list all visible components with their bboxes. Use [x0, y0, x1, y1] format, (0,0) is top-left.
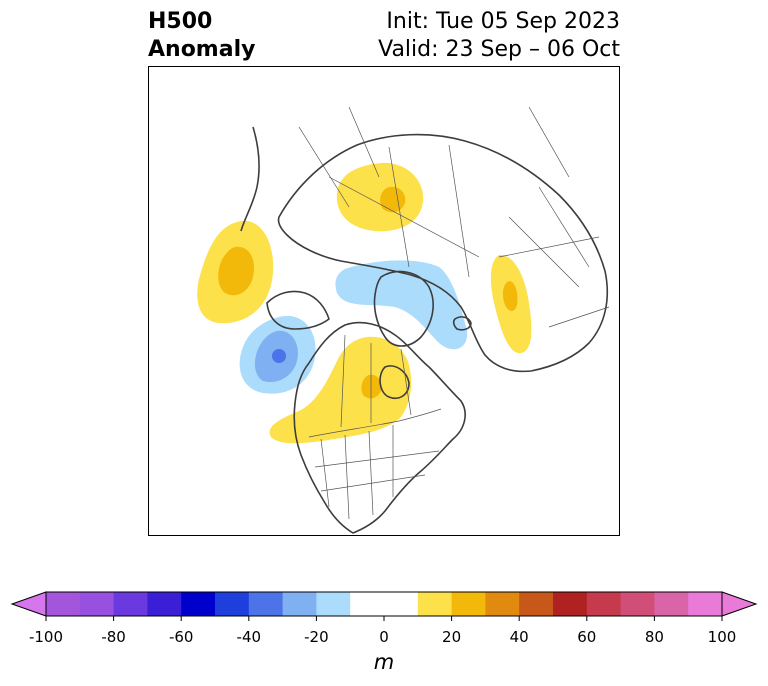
- canada-province-3: [400, 348, 412, 416]
- colorbar-tick-label: 20: [442, 628, 462, 646]
- iceland-coast: [452, 316, 472, 331]
- anomaly-arctic-atlantic-negative: [335, 260, 468, 350]
- colorbar-bin: [350, 592, 419, 616]
- colorbar-unit-label: m: [373, 650, 395, 674]
- anomaly-gulf-of-alaska-core: [272, 349, 286, 363]
- russia-internal-3: [448, 144, 470, 278]
- colorbar-bin: [654, 592, 689, 616]
- colorbar-bin: [248, 592, 284, 616]
- map-canvas: [197, 106, 610, 534]
- title-right: Init: Tue 05 Sep 2023 Valid: 23 Sep – 06…: [378, 8, 620, 64]
- colorbar-bin: [688, 592, 723, 616]
- canada-province-1: [340, 334, 346, 428]
- colorbar-bin: [282, 592, 317, 616]
- valid-period: Valid: 23 Sep – 06 Oct: [378, 37, 620, 62]
- init-date: Init: Tue 05 Sep 2023: [386, 9, 620, 34]
- east-asia-coast: [240, 126, 260, 232]
- anomaly-scandinavia-core: [502, 281, 518, 311]
- europe-borders-2: [538, 186, 590, 268]
- colorbar-bin: [113, 592, 148, 616]
- asia-internal-2: [348, 106, 380, 178]
- anomaly-canada-core: [361, 374, 382, 399]
- colorbar-extend-min: [10, 591, 47, 617]
- anomaly-canada-positive: [269, 336, 412, 444]
- colorbar-bin: [46, 592, 81, 616]
- colorbar-bin: [620, 592, 655, 616]
- colorbar-tick-label: -60: [168, 628, 194, 646]
- us-state-border-2: [344, 434, 350, 520]
- us-state-border-6: [320, 474, 426, 492]
- colorbar-tick-label: -100: [28, 628, 64, 646]
- eurasia-coast: [277, 133, 609, 373]
- colorbar-tick-label: -80: [101, 628, 126, 646]
- colorbar-bin: [181, 592, 216, 616]
- colorbar: [10, 591, 758, 621]
- colorbar-bin: [451, 592, 486, 616]
- asia-internal-3: [528, 106, 570, 178]
- russia-internal-1: [328, 176, 480, 258]
- greenland-coast: [373, 270, 434, 347]
- europe-borders-3: [498, 236, 600, 258]
- us-state-border-3: [368, 430, 374, 516]
- colorbar-bin: [215, 592, 250, 616]
- colorbar-bin: [485, 592, 520, 616]
- title-left: H500 Anomaly: [148, 8, 255, 64]
- colorbar-tick-label: 0: [379, 628, 389, 646]
- hudson-bay: [379, 365, 410, 399]
- alaska-coast: [266, 290, 330, 330]
- title-variable: H500: [148, 9, 213, 34]
- colorbar-extend-max: [721, 591, 758, 617]
- europe-borders-1: [508, 216, 580, 288]
- political-borders: [298, 106, 610, 520]
- anomaly-siberia-positive: [336, 162, 424, 232]
- colorbar-bin: [79, 592, 115, 616]
- colorbar-tick-label: 40: [509, 628, 529, 646]
- colorbar-bins: [46, 592, 723, 616]
- colorbar-bin: [316, 592, 351, 616]
- us-state-border-1: [320, 438, 330, 508]
- anomaly-north-pacific-core: [218, 246, 255, 296]
- colorbar-ticks: [45, 616, 723, 621]
- colorbar-tick-label: 80: [644, 628, 664, 646]
- colorbar-bin: [519, 592, 554, 616]
- colorbar-bin: [147, 592, 182, 616]
- colorbar-bin: [553, 592, 588, 616]
- colorbar-tick-label: -20: [304, 628, 329, 646]
- north-america-coast: [293, 321, 466, 534]
- russia-internal-2: [388, 146, 410, 268]
- asia-internal-1: [298, 126, 350, 208]
- colorbar-tick-label: 100: [707, 628, 737, 646]
- colorbar-tick-label: -40: [236, 628, 262, 646]
- title-anomaly: Anomaly: [148, 37, 256, 62]
- coastlines: [240, 126, 609, 534]
- anomaly-shading: [197, 162, 532, 444]
- us-canada-border: [308, 408, 442, 438]
- colorbar-bin: [417, 592, 453, 616]
- colorbar-bin: [586, 592, 622, 616]
- africa-mideast-border: [548, 306, 610, 328]
- us-state-border-5: [314, 450, 440, 468]
- map-panel: [148, 66, 620, 536]
- colorbar-tick-label: 60: [577, 628, 597, 646]
